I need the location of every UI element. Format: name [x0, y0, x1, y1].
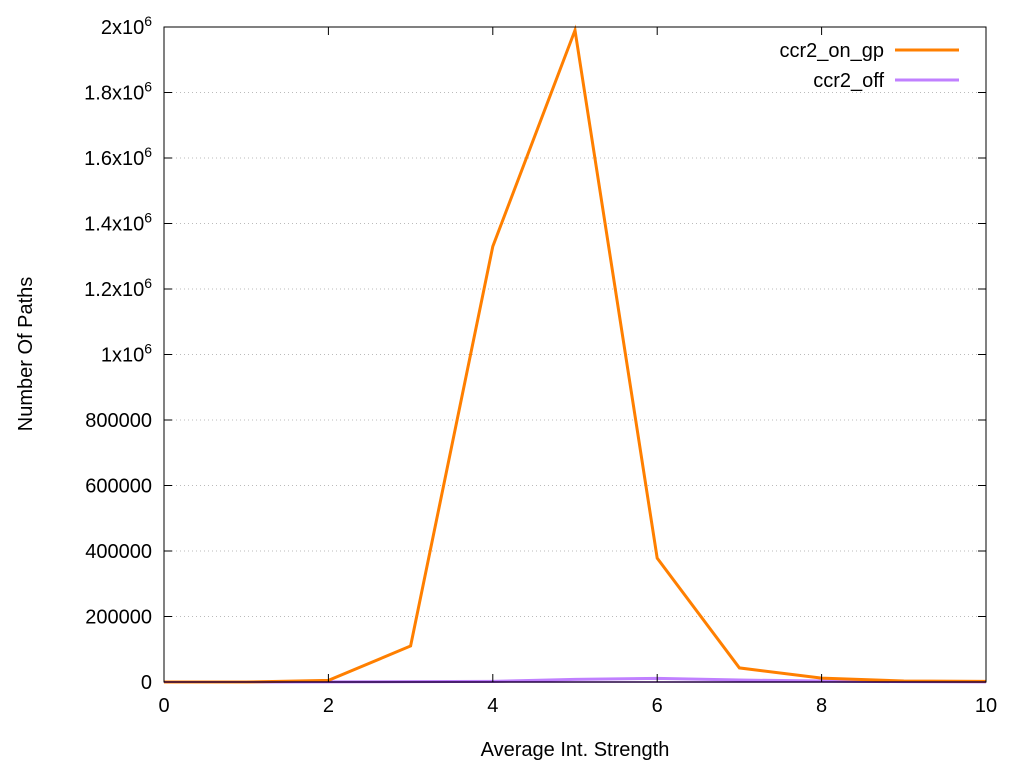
series-lines: [164, 24, 987, 684]
y-tick-label: 1x106: [101, 341, 152, 367]
x-tick-label: 10: [975, 695, 997, 717]
y-tick-label: 600000: [85, 476, 152, 498]
x-tick-label: 4: [487, 695, 498, 717]
y-axis-label: Number Of Paths: [15, 277, 37, 432]
grid-lines: [164, 26, 986, 617]
x-axis-label: Average Int. Strength: [481, 739, 670, 761]
series-line-ccr2_on_gp: [164, 24, 987, 684]
x-tick-label: 2: [323, 695, 334, 717]
x-tick-label: 0: [158, 695, 169, 717]
axis-ticks: 0 200000 400000 600000 800000 1x106 1.2x106 1.4…: [84, 13, 997, 717]
x-tick-label: 8: [816, 695, 827, 717]
y-tick-label: 200000: [85, 607, 152, 629]
legend-label: ccr2_on_gp: [779, 40, 884, 62]
y-tick-label: 2x106: [101, 13, 152, 39]
y-tick-label: 1.2x106: [84, 275, 152, 301]
y-tick-label: 0: [141, 672, 152, 694]
y-tick-label: 1.8x106: [84, 79, 152, 105]
plot-border: [163, 26, 987, 683]
y-tick-label: 800000: [85, 410, 152, 432]
legend-label: ccr2_off: [813, 70, 884, 92]
legend: ccr2_on_gp ccr2_off: [779, 40, 959, 92]
x-tick-label: 6: [652, 695, 663, 717]
y-tick-label: 1.6x106: [84, 144, 152, 170]
y-tick-label: 400000: [85, 541, 152, 563]
y-tick-label: 1.4x106: [84, 210, 152, 236]
